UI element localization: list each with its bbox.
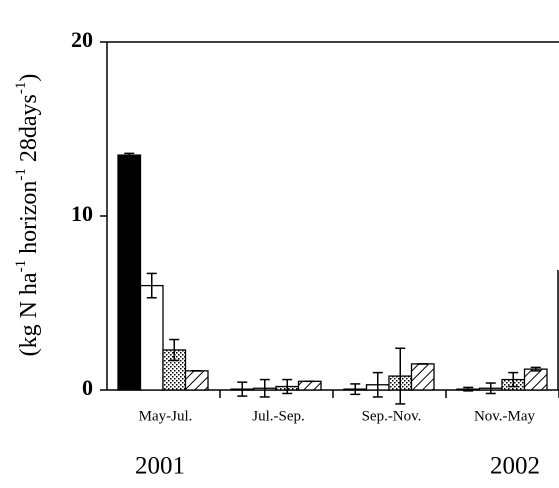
y-tick-label: 0 (82, 375, 93, 400)
y-label-superscript: -1 (13, 260, 29, 273)
y-label-part: ) (16, 74, 42, 82)
error-bar (169, 338, 180, 362)
y-label-part: (kg N ha (16, 272, 42, 356)
y-label-part: 28days (16, 94, 42, 168)
error-bar (463, 386, 474, 392)
bar (297, 380, 322, 391)
error-bar (508, 371, 519, 388)
x-tick-label: Nov.-May (474, 408, 536, 424)
bar (523, 368, 548, 391)
x-tick-label: May-Jul. (139, 408, 193, 424)
x-tick-label: Sep.-Nov. (362, 408, 422, 424)
y-label-superscript: -1 (13, 82, 29, 95)
error-bar (124, 152, 135, 158)
error-bar (237, 381, 248, 397)
error-bar (372, 371, 383, 398)
error-bar (282, 378, 293, 395)
error-bar (530, 366, 541, 372)
error-bar (395, 347, 406, 405)
year-label: 2001 (135, 453, 185, 480)
year-label: 2002 (490, 453, 540, 480)
bar (184, 370, 209, 391)
error-bar (485, 382, 496, 395)
y-axis-label: (kg N ha-1 horizon-1 28days-1) (13, 74, 41, 357)
bar (139, 284, 164, 391)
error-bar (259, 378, 270, 398)
y-tick-label: 20 (71, 27, 93, 52)
y-label-part: horizon (16, 181, 42, 260)
y-tick-label: 10 (71, 201, 93, 226)
x-tick-label: Jul.-Sep. (252, 408, 305, 424)
error-bar (350, 383, 361, 396)
bar (117, 154, 142, 391)
error-bar (146, 272, 157, 299)
y-label-superscript: -1 (13, 168, 29, 181)
bar (410, 363, 435, 391)
